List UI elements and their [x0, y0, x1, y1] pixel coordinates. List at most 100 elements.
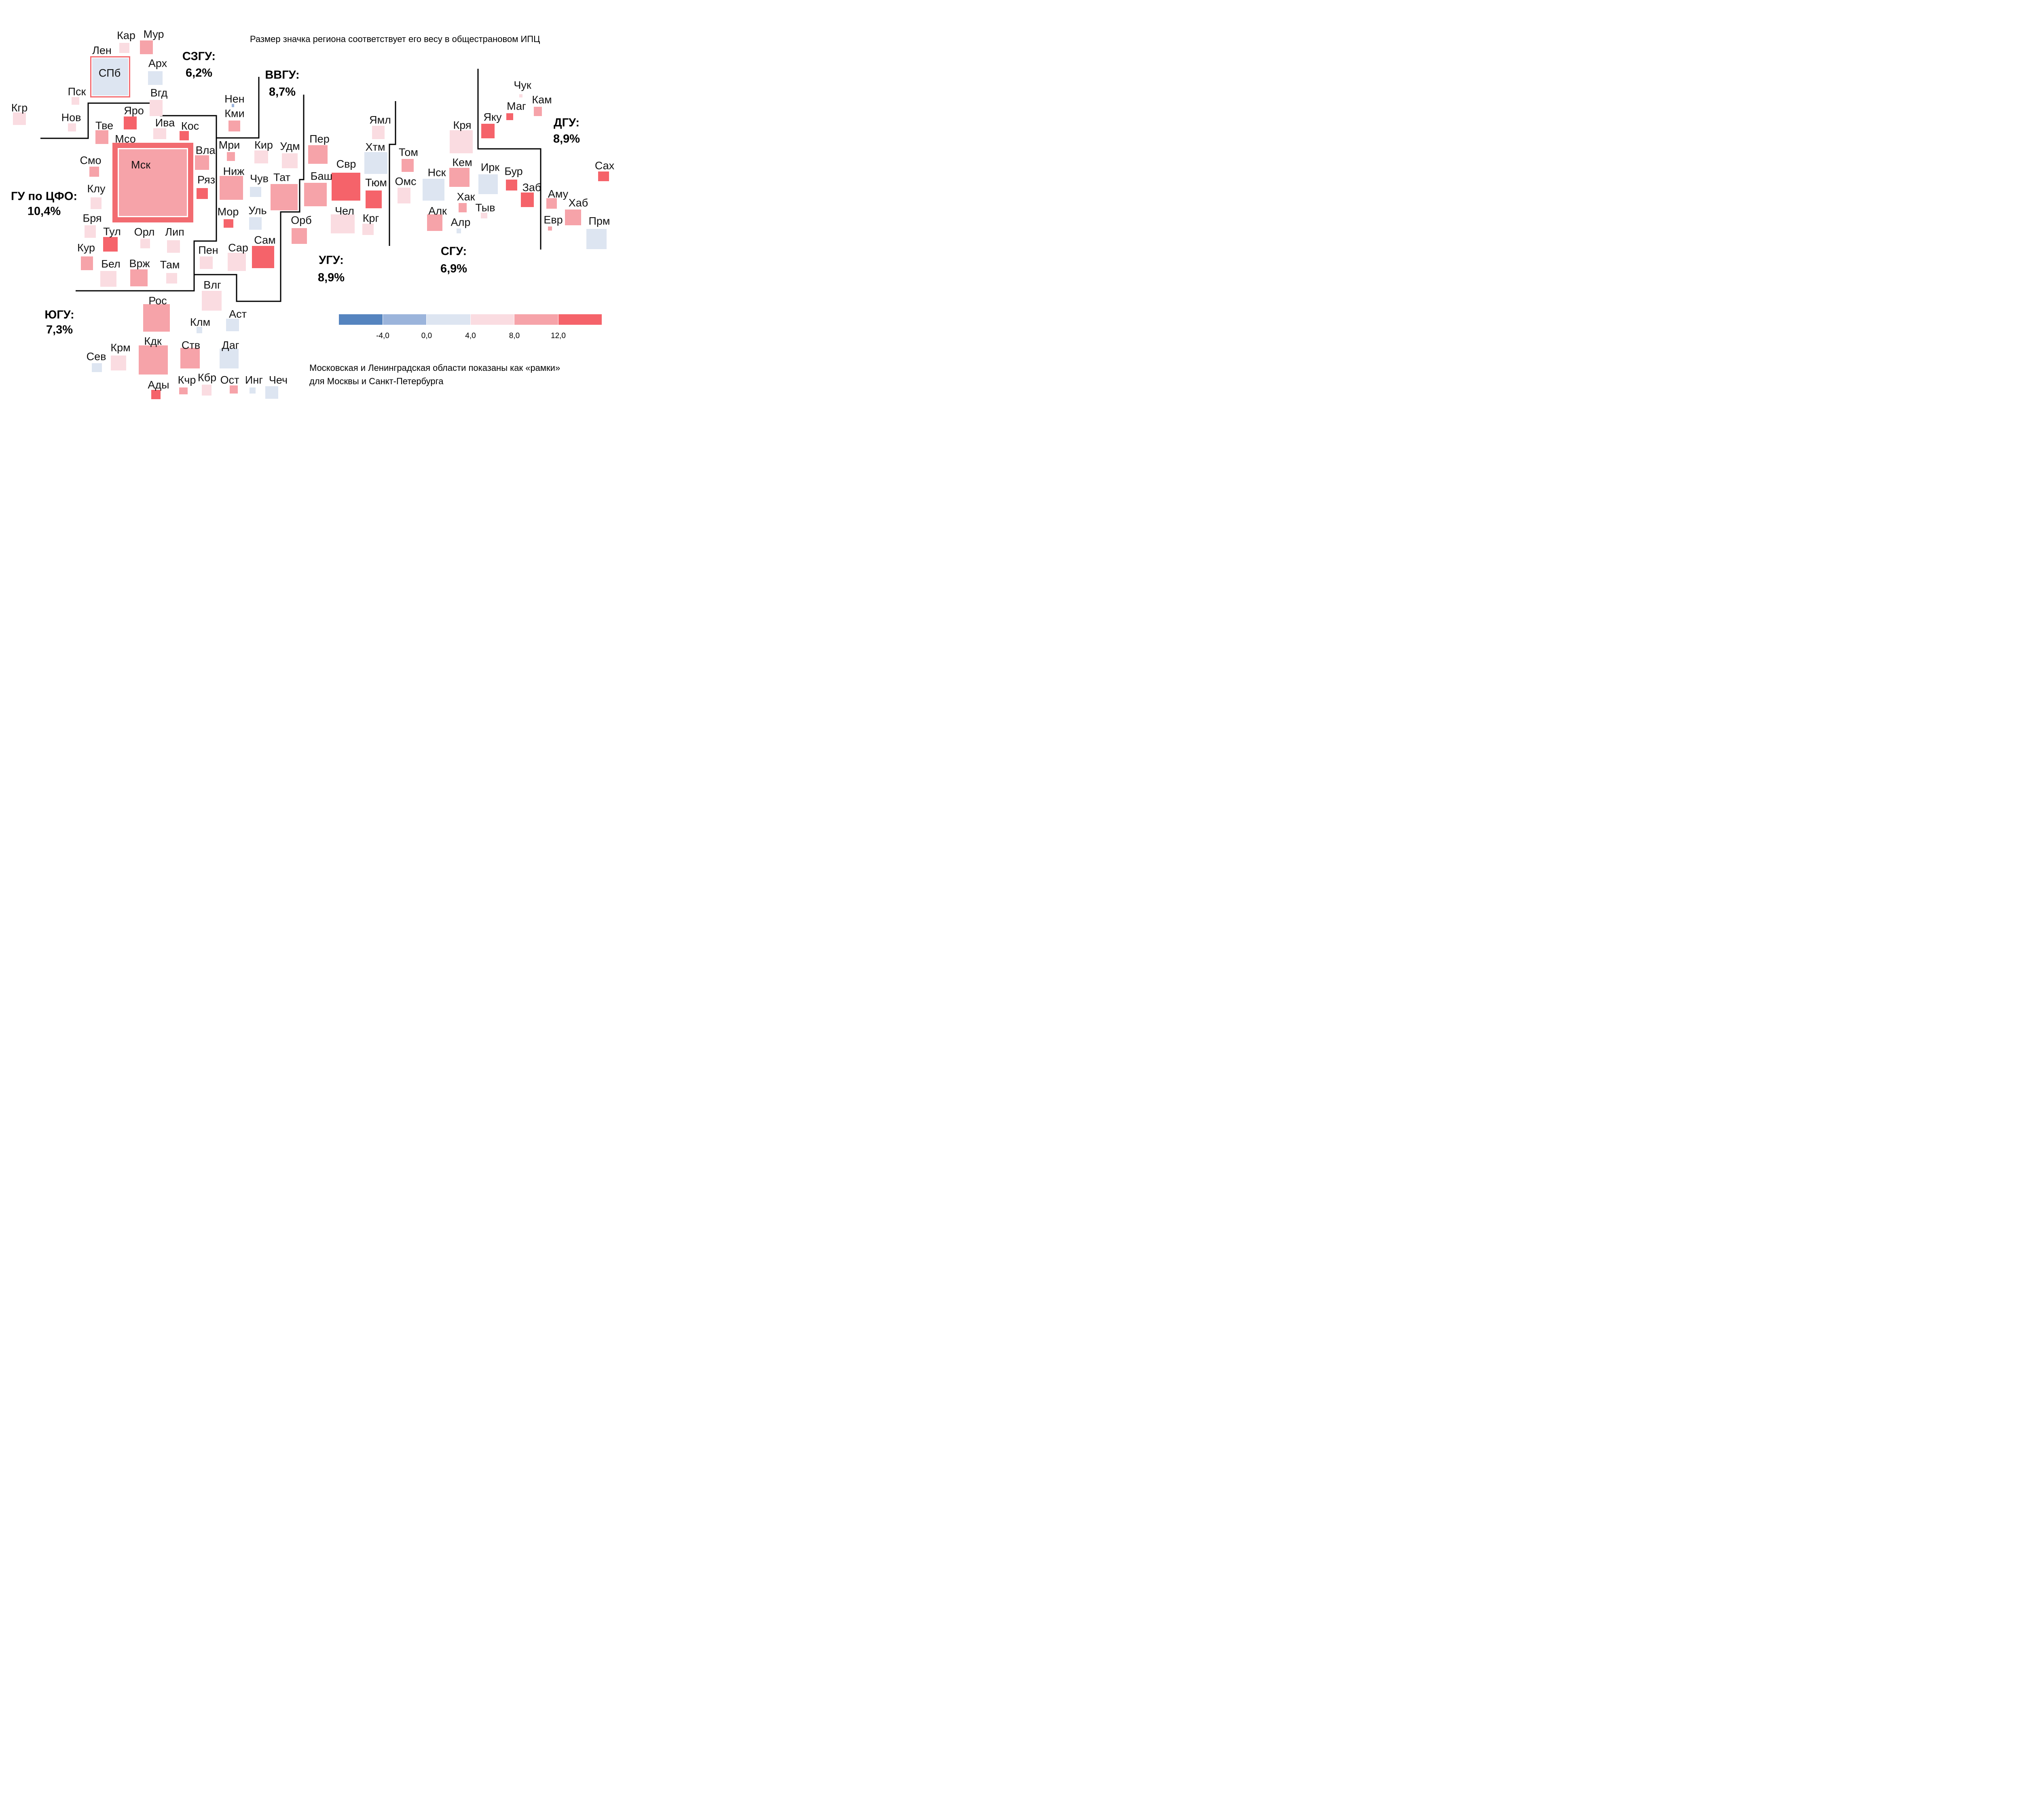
region-label-Чел: Чел [335, 205, 354, 217]
region-label-Уль: Уль [248, 204, 267, 217]
region-tile-Яку [481, 124, 495, 138]
region-label-Кем: Кем [452, 156, 472, 169]
region-tile-Кгр [13, 112, 26, 125]
region-label-Сам: Сам [254, 234, 276, 246]
region-label-Нен: Нен [224, 93, 245, 105]
region-label-Нов: Нов [61, 111, 81, 124]
region-tile-Влг [202, 291, 222, 311]
footnote-line-1: Московская и Ленинградская области показ… [309, 363, 560, 373]
region-label-Алр: Алр [451, 216, 471, 229]
region-tile-Там [166, 273, 177, 284]
region-label-Яро: Яро [124, 104, 144, 117]
region-tile-Кур [81, 256, 93, 270]
region-label-Бур: Бур [504, 165, 523, 178]
region-label-Удм: Удм [280, 140, 300, 152]
district-value-sgu: 6,9% [440, 262, 467, 275]
region-label-Пск: Пск [68, 85, 86, 98]
region-tile-Крг [362, 224, 374, 235]
region-label-Там: Там [160, 258, 180, 271]
region-tile-Ямл [372, 126, 385, 139]
region-tile-Ост [230, 385, 238, 394]
region-tile-Смо [89, 167, 99, 177]
region-label-Мри: Мри [218, 139, 240, 151]
region-label-Свр: Свр [336, 158, 356, 170]
region-label-Кчр: Кчр [178, 374, 196, 386]
region-tile-Том [402, 159, 414, 172]
region-tile-Пен [200, 256, 213, 269]
region-label-Крг: Крг [362, 212, 379, 224]
region-label-Сах: Сах [594, 159, 615, 172]
region-tile-Ива [153, 128, 166, 139]
region-label-Кар: Кар [117, 29, 135, 42]
region-label-Том: Том [399, 146, 418, 159]
region-tile-Заб [521, 193, 534, 207]
district-boundary-5 [477, 69, 541, 250]
district-boundary-4 [389, 101, 396, 246]
region-tile-Клу [91, 197, 102, 209]
region-tile-Крм [111, 356, 126, 370]
frame-region-Лен [90, 56, 130, 97]
region-label-Аст: Аст [229, 308, 247, 320]
region-label-Лип: Лип [165, 226, 184, 238]
region-tile-Орл [140, 239, 150, 248]
frame-region-Мсо [112, 143, 193, 222]
region-tile-Тыв [481, 213, 487, 218]
region-label-Чук: Чук [514, 79, 531, 91]
region-label-Мсо: Мсо [115, 133, 136, 145]
region-label-Кам: Кам [532, 93, 552, 106]
region-label-Орл: Орл [134, 226, 155, 238]
region-tile-Кря [450, 130, 473, 153]
district-boundary-2 [217, 77, 260, 139]
region-tile-Сев [92, 363, 102, 372]
region-tile-Ряз [197, 188, 208, 199]
region-tile-Нен [232, 104, 234, 107]
region-label-Ниж: Ниж [223, 165, 245, 178]
region-tile-Нск [423, 179, 444, 201]
region-label-Ряз: Ряз [197, 174, 216, 186]
region-label-Кос: Кос [181, 120, 199, 132]
region-tile-Мор [224, 219, 233, 228]
district-label-yugu: ЮГУ: [44, 308, 74, 322]
region-tile-Омс [398, 188, 410, 203]
frame-fill-СПб [92, 58, 128, 95]
region-label-Кир: Кир [254, 139, 273, 151]
district-label-cfo: ГУ по ЦФО: [11, 190, 77, 203]
region-tile-Прм [586, 229, 607, 249]
region-tile-Ств [180, 348, 200, 368]
region-label-Ива: Ива [155, 116, 175, 129]
region-label-Рос: Рос [148, 294, 167, 307]
region-tile-Лип [167, 240, 180, 253]
region-label-Крм: Крм [110, 341, 131, 354]
region-label-Маг: Маг [507, 100, 526, 112]
tile-cartogram-canvas: Размер значка региона соответствует его … [0, 0, 631, 437]
district-value-yugu: 7,3% [46, 323, 73, 336]
region-tile-Свр [332, 173, 360, 201]
region-tile-Орб [292, 228, 307, 244]
region-label-Хак: Хак [457, 190, 475, 203]
region-tile-Бел [100, 271, 116, 287]
region-tile-Аму [546, 198, 557, 209]
region-tile-Пск [72, 97, 79, 105]
region-label-Заб: Заб [522, 181, 541, 194]
region-label-Кдк: Кдк [144, 335, 162, 347]
legend-tick-8,0: 8,0 [509, 332, 520, 340]
region-tile-Кар [119, 43, 129, 53]
region-tile-Кдк [139, 345, 168, 375]
district-value-vvgu: 8,7% [269, 85, 296, 99]
region-tile-Сам [252, 246, 274, 268]
region-label-Омс: Омс [395, 175, 417, 188]
region-label-Ств: Ств [181, 339, 201, 351]
region-tile-Кос [180, 131, 189, 140]
region-tile-Маг [506, 113, 513, 120]
region-label-Бря: Бря [82, 212, 102, 224]
region-label-Кгр: Кгр [11, 102, 28, 114]
region-label-Клу: Клу [87, 182, 106, 195]
region-tile-Мри [227, 152, 235, 161]
region-label-Аму: Аму [548, 188, 569, 200]
region-tile-Тюм [366, 190, 382, 208]
district-label-ugu: УГУ: [319, 254, 344, 267]
region-tile-Ниж [220, 176, 243, 200]
region-label-Евр: Евр [544, 214, 563, 226]
region-tile-Удм [282, 153, 298, 168]
region-tile-Сах [598, 171, 609, 181]
